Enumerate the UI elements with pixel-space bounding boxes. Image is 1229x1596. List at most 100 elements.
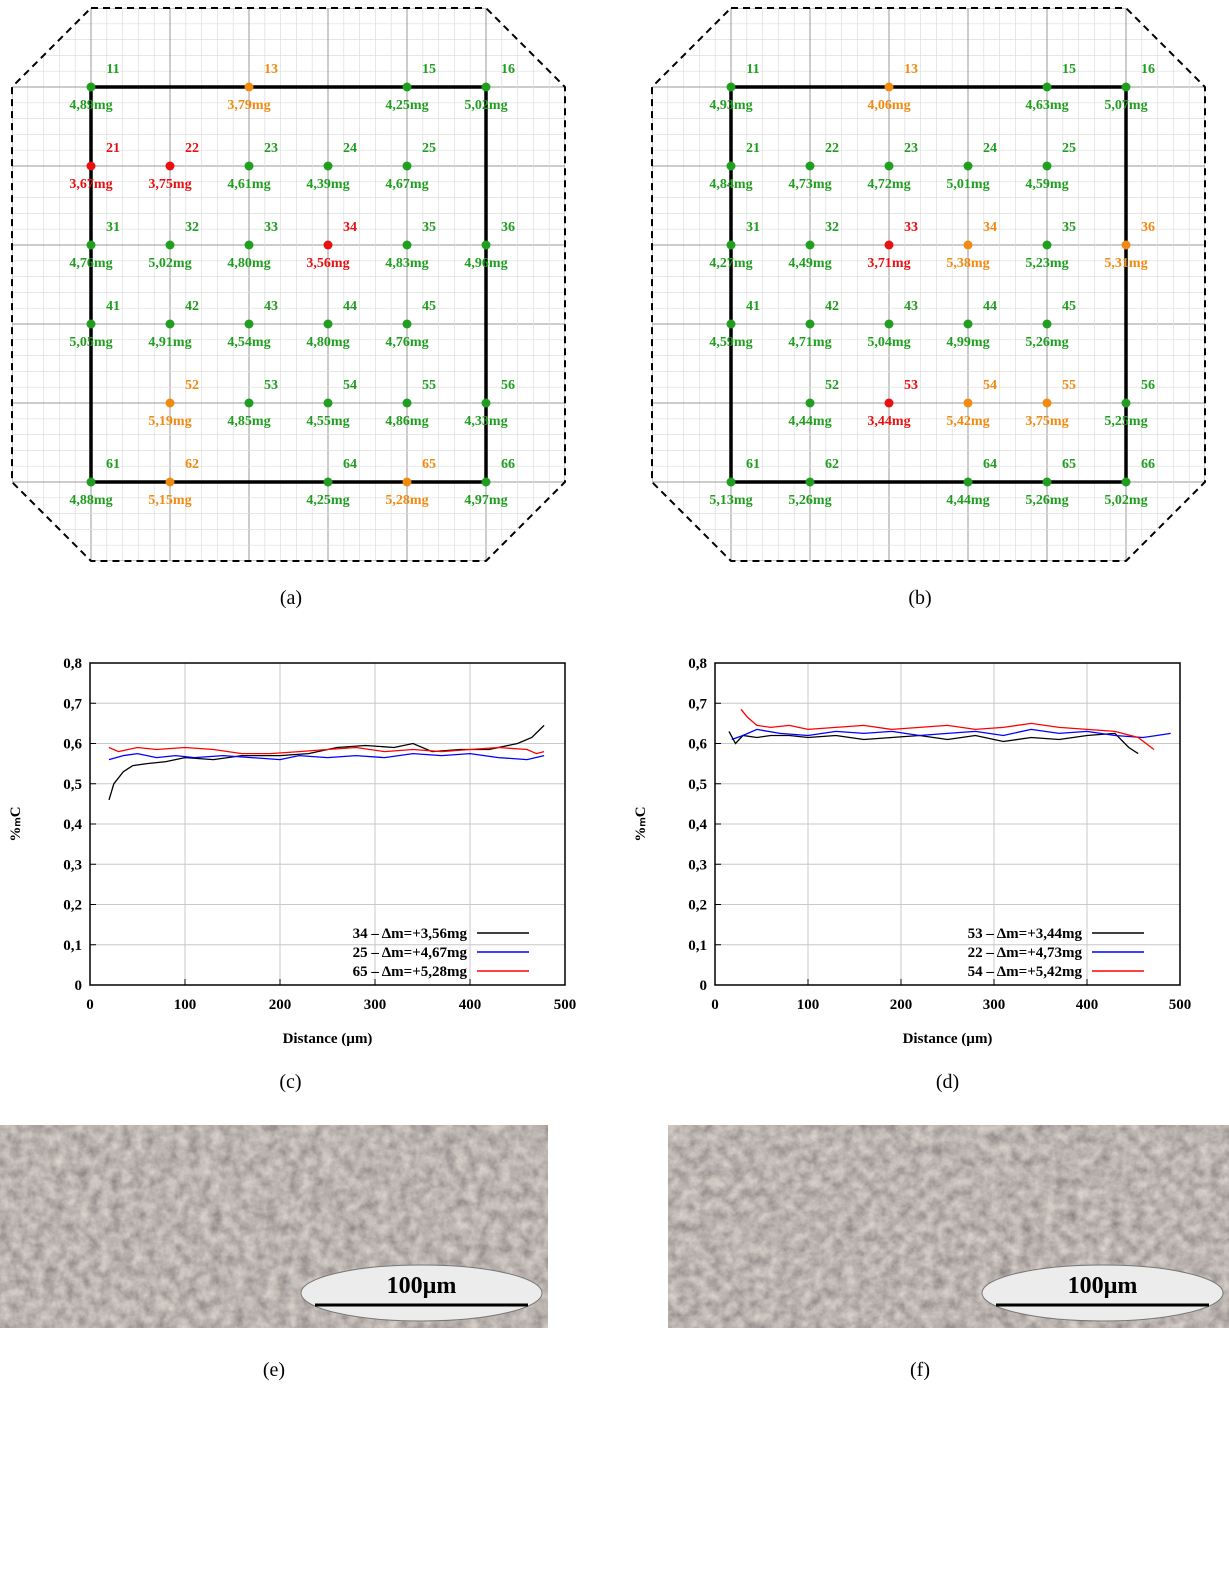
measurement-point (805, 319, 815, 329)
point-mass: 4,86mg (385, 414, 428, 429)
y-tick-label: 0,3 (63, 857, 82, 873)
point-id: 44 (343, 299, 357, 314)
point-id: 52 (825, 378, 839, 393)
point-mass: 4,97mg (464, 493, 507, 508)
point-mass: 5,28mg (385, 493, 428, 508)
point-mass: 5,07mg (1104, 98, 1147, 113)
measurement-point (805, 477, 815, 487)
point-mass: 4,91mg (148, 335, 191, 350)
measurement-point (481, 240, 491, 250)
point-mass: 3,67mg (69, 177, 112, 192)
point-mass: 5,19mg (148, 414, 191, 429)
point-mass: 5,23mg (1025, 256, 1068, 271)
x-tick-label: 100 (174, 997, 197, 1013)
measurement-point (805, 240, 815, 250)
measurement-point (1042, 398, 1052, 408)
point-id: 61 (746, 457, 760, 472)
point-id: 64 (343, 457, 357, 472)
micrograph: 100µm (e) (0, 1125, 548, 1381)
outer-outline (11, 7, 566, 562)
measurement-point (726, 82, 736, 92)
inner-square (729, 85, 1128, 484)
point-mass: 5,05mg (69, 335, 112, 350)
plot-frame (89, 662, 566, 986)
measurement-point (884, 319, 894, 329)
point-mass: 4,99mg (946, 335, 989, 350)
point-mass: 4,84mg (709, 177, 752, 192)
y-tick-label: 0,2 (63, 898, 82, 914)
measurement-point (402, 240, 412, 250)
measurement-point (402, 477, 412, 487)
point-id: 31 (106, 220, 120, 235)
data-line (731, 728, 1171, 741)
point-mass: 4,67mg (385, 177, 428, 192)
y-tick-label: 0,7 (688, 696, 707, 712)
legend-entry: 53 – Δm=+3,44mg (968, 926, 1083, 942)
measurement-point (86, 319, 96, 329)
x-tick-label: 100 (797, 997, 820, 1013)
measurement-point (1042, 82, 1052, 92)
point-id: 31 (746, 220, 760, 235)
point-mass: 5,38mg (946, 256, 989, 271)
y-tick-label: 0,2 (688, 898, 707, 914)
inner-square (89, 85, 488, 484)
point-id: 42 (825, 299, 839, 314)
point-mass: 4,61mg (227, 177, 270, 192)
point-mass: 3,44mg (867, 414, 910, 429)
point-mass: 4,44mg (788, 414, 831, 429)
point-id: 53 (904, 378, 918, 393)
point-id: 41 (746, 299, 760, 314)
plot-frame (714, 662, 1181, 986)
point-mass: 4,54mg (227, 335, 270, 350)
point-mass: 4,88mg (69, 493, 112, 508)
caption: (f) (910, 1359, 930, 1381)
point-mass: 4,55mg (306, 414, 349, 429)
y-tick-label: 0,6 (63, 737, 82, 753)
y-tick-label: 0,5 (688, 777, 707, 793)
measurement-point (402, 161, 412, 171)
outer-outline (651, 7, 1206, 562)
legend-entry: 54 – Δm=+5,42mg (968, 964, 1083, 980)
point-mass: 5,15mg (148, 493, 191, 508)
y-axis-label: %ₘC (8, 806, 24, 841)
caption: (a) (280, 587, 302, 609)
point-id: 56 (1141, 378, 1155, 393)
point-id: 36 (1141, 220, 1155, 235)
point-mass: 4,33mg (464, 414, 507, 429)
point-mass: 4,06mg (867, 98, 910, 113)
x-tick-label: 0 (711, 997, 719, 1013)
caption: (d) (936, 1071, 959, 1093)
measurement-point (1121, 82, 1131, 92)
point-mass: 4,80mg (227, 256, 270, 271)
point-mass: 4,59mg (709, 335, 752, 350)
point-mass: 3,71mg (867, 256, 910, 271)
scale-bar-background (981, 1264, 1224, 1322)
measurement-point (244, 319, 254, 329)
point-mass: 5,02mg (148, 256, 191, 271)
x-tick-label: 200 (269, 997, 292, 1013)
point-mass: 4,96mg (464, 256, 507, 271)
point-id: 13 (264, 62, 278, 77)
y-tick-label: 0,3 (688, 857, 707, 873)
y-tick-label: 0,7 (63, 696, 82, 712)
measurement-point (165, 477, 175, 487)
measurement-point (244, 240, 254, 250)
measurement-point (1121, 477, 1131, 487)
point-mass: 5,25mg (1104, 414, 1147, 429)
point-id: 41 (106, 299, 120, 314)
point-id: 16 (1141, 62, 1155, 77)
point-mass: 4,44mg (946, 493, 989, 508)
measurement-point (402, 319, 412, 329)
y-tick-label: 0,8 (63, 656, 82, 672)
measurement-point (244, 398, 254, 408)
point-mass: 3,75mg (148, 177, 191, 192)
point-id: 11 (106, 62, 119, 77)
point-id: 35 (422, 220, 436, 235)
measurement-point (1042, 319, 1052, 329)
point-mass: 5,04mg (867, 335, 910, 350)
point-mass: 5,42mg (946, 414, 989, 429)
y-axis-label: %ₘC (633, 806, 649, 841)
point-id: 45 (422, 299, 436, 314)
